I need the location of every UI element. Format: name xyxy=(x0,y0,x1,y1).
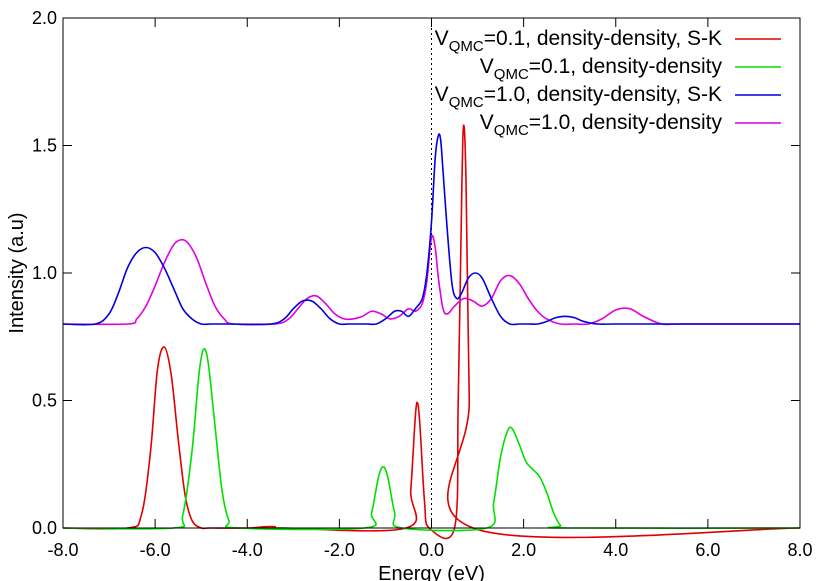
legend-label: VQMC=0.1, density-density, S-K xyxy=(435,27,722,55)
x-tick-label: -8.0 xyxy=(47,540,78,560)
series-line-1 xyxy=(62,124,801,540)
x-tick-label: 8.0 xyxy=(787,540,812,560)
x-tick-label: -4.0 xyxy=(232,540,263,560)
x-tick-label: -2.0 xyxy=(324,540,355,560)
tick-layer: -8.0 -6.0 -4.0 -2.0 0.0 2.0 4.0 6.0 8.0 0.0 0.5 1.0… xyxy=(32,8,813,560)
x-axis-title: Energy (eV) xyxy=(378,563,485,581)
x-tick-label: 4.0 xyxy=(603,540,628,560)
x-tick-label: 0.0 xyxy=(419,540,444,560)
series-line-2 xyxy=(62,348,801,532)
x-tick-label: 2.0 xyxy=(511,540,536,560)
series-line-3 xyxy=(62,133,800,326)
x-tick-label: 6.0 xyxy=(695,540,720,560)
x-tick-label: -6.0 xyxy=(140,540,171,560)
legend-label: VQMC=0.1, density-density xyxy=(480,55,723,83)
y-tick-label: 0.0 xyxy=(32,518,57,538)
series-layer xyxy=(62,124,801,540)
legend-label: VQMC=1.0, density-density, S-K xyxy=(435,83,722,111)
y-tick-label: 1.5 xyxy=(32,136,57,156)
y-tick-label: 1.0 xyxy=(32,263,57,283)
legend-label: VQMC=1.0, density-density xyxy=(480,111,723,139)
series-line-4 xyxy=(62,234,800,326)
y-axis-title: Intensity (a.u) xyxy=(6,212,28,333)
legend: VQMC=0.1, density-density, S-KVQMC=0.1, … xyxy=(435,27,781,139)
y-tick-label: 0.5 xyxy=(32,391,57,411)
y-tick-label: 2.0 xyxy=(32,8,57,28)
